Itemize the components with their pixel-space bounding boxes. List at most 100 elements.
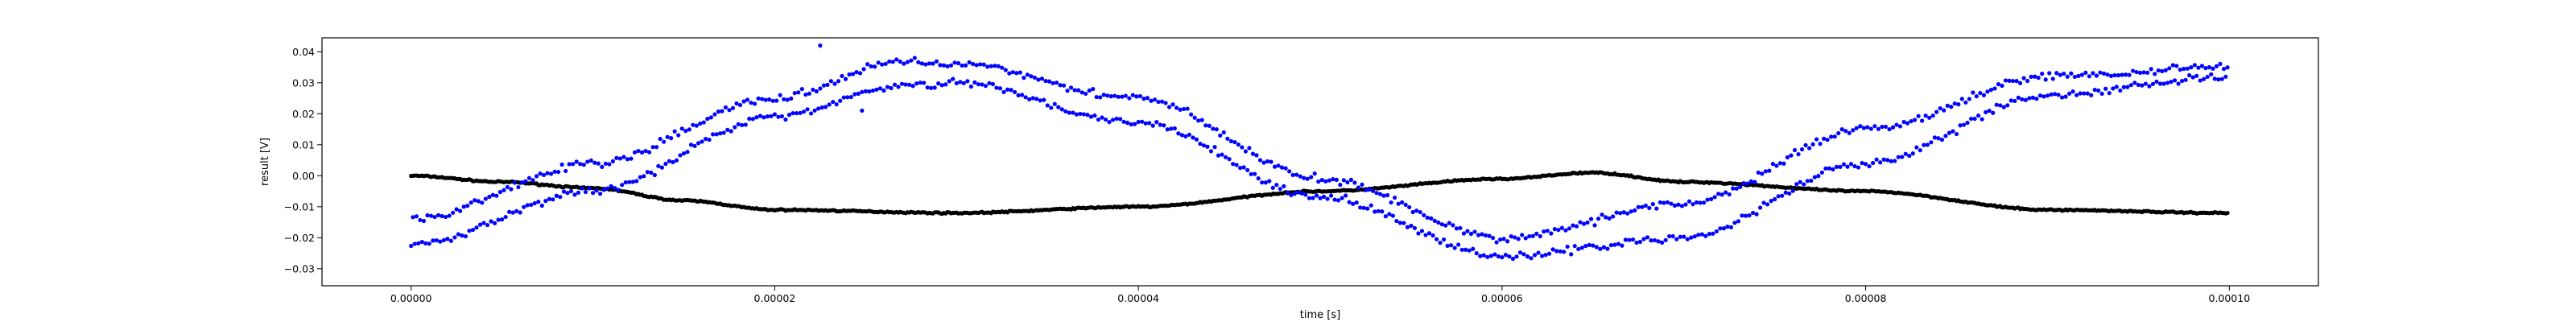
data-point-blue: [1018, 70, 1022, 75]
data-point-blue: [1278, 186, 1282, 192]
data-point-blue: [1872, 124, 1877, 129]
data-point-blue: [1490, 235, 1496, 241]
data-point-blue: [1010, 70, 1015, 75]
data-point-blue: [412, 241, 417, 246]
data-point-blue: [490, 192, 495, 197]
data-point-blue: [1757, 205, 1763, 210]
data-point-blue: [681, 151, 687, 156]
data-point-blue: [1709, 196, 1714, 201]
data-point-blue: [1387, 212, 1392, 217]
data-point-blue: [516, 184, 521, 190]
data-point-blue: [1576, 246, 1581, 252]
data-point-blue: [1543, 253, 1548, 258]
data-point-blue: [2165, 80, 2170, 85]
data-point-blue: [1363, 188, 1368, 192]
data-point-blue: [1694, 200, 1699, 204]
data-point-blue: [860, 89, 865, 94]
data-point-blue: [480, 200, 485, 205]
data-point-blue: [2160, 68, 2165, 73]
data-point-blue: [1438, 241, 1443, 246]
data-point-blue: [1087, 88, 1092, 93]
data-point-blue: [1952, 101, 1957, 106]
data-point-blue: [1019, 93, 1025, 97]
data-point-blue: [1481, 253, 1486, 258]
data-point-blue: [441, 237, 446, 242]
data-point-blue: [1707, 232, 1711, 237]
data-point-blue: [881, 88, 886, 93]
data-point-blue: [642, 174, 646, 179]
data-point-blue: [2216, 77, 2221, 82]
data-point-blue: [2154, 79, 2159, 85]
data-point-blue: [889, 85, 894, 91]
data-point-blue: [1956, 102, 1961, 107]
data-point-blue: [1016, 93, 1021, 97]
data-point-blue: [927, 61, 931, 66]
data-point-blue: [636, 148, 641, 154]
data-point-blue: [968, 84, 973, 89]
data-point-blue: [1803, 142, 1808, 147]
data-point-blue: [2107, 91, 2112, 96]
data-point-blue: [1311, 196, 1315, 200]
data-point-blue: [638, 175, 642, 180]
data-point-blue: [1454, 226, 1459, 231]
data-point-blue: [1129, 122, 1133, 127]
data-point-blue: [485, 222, 490, 228]
data-point-blue: [2105, 72, 2110, 77]
data-point-blue: [1256, 176, 1261, 181]
data-point-blue: [792, 90, 797, 96]
data-point-blue: [1227, 157, 1232, 162]
data-point-blue: [2103, 86, 2108, 91]
data-point-blue: [1903, 151, 1908, 156]
data-point-blue: [687, 127, 691, 132]
data-point-blue: [1810, 142, 1815, 146]
data-point-blue: [786, 113, 792, 118]
data-point-blue: [1887, 126, 1892, 132]
data-point-blue: [627, 180, 632, 184]
data-point-blue: [1334, 177, 1339, 182]
data-point-blue: [1116, 94, 1121, 99]
data-point-blue: [1530, 233, 1535, 238]
data-point-blue: [1358, 205, 1363, 210]
data-point-blue: [1834, 164, 1839, 169]
data-point-blue: [1839, 127, 1844, 132]
data-point-blue: [1874, 157, 1879, 162]
data-point-blue: [507, 209, 512, 214]
data-point-blue: [1998, 103, 2003, 108]
data-point-blue: [825, 82, 830, 87]
data-point-blue: [1558, 249, 1563, 254]
data-point-blue: [993, 64, 997, 68]
data-point-blue: [885, 85, 890, 89]
data-point-blue: [1198, 142, 1203, 146]
data-point-blue: [1734, 186, 1739, 191]
data-point-blue: [1773, 196, 1777, 202]
data-point-blue: [418, 217, 423, 223]
data-point-blue: [2138, 70, 2143, 75]
data-point-blue: [1323, 179, 1328, 184]
data-point-blue: [605, 186, 610, 191]
data-point-blue: [1042, 97, 1046, 102]
data-point-blue: [2211, 66, 2215, 71]
data-point-blue: [2183, 77, 2188, 82]
data-point-blue: [534, 174, 539, 179]
data-point-blue: [1381, 193, 1386, 198]
data-point-blue: [669, 136, 674, 141]
data-point-blue: [1938, 105, 1942, 111]
data-point-blue: [1133, 122, 1137, 126]
data-point-blue: [2082, 91, 2087, 96]
data-point-blue: [539, 203, 544, 208]
data-point-blue: [1843, 129, 1848, 134]
data-point-blue: [2198, 78, 2202, 83]
data-point-blue: [1802, 182, 1806, 187]
data-point-blue: [2062, 71, 2066, 76]
data-point-blue: [592, 160, 597, 165]
data-point-blue: [965, 79, 970, 84]
data-point-blue: [1669, 201, 1674, 206]
data-point-blue: [1861, 126, 1866, 130]
data-point-blue: [1598, 246, 1603, 251]
data-point-blue: [1545, 229, 1550, 233]
data-point-blue: [1092, 113, 1097, 118]
data-point-blue: [1436, 220, 1441, 225]
data-point-blue: [621, 155, 626, 159]
data-point-blue: [1922, 142, 1926, 147]
data-point-blue: [590, 191, 596, 196]
